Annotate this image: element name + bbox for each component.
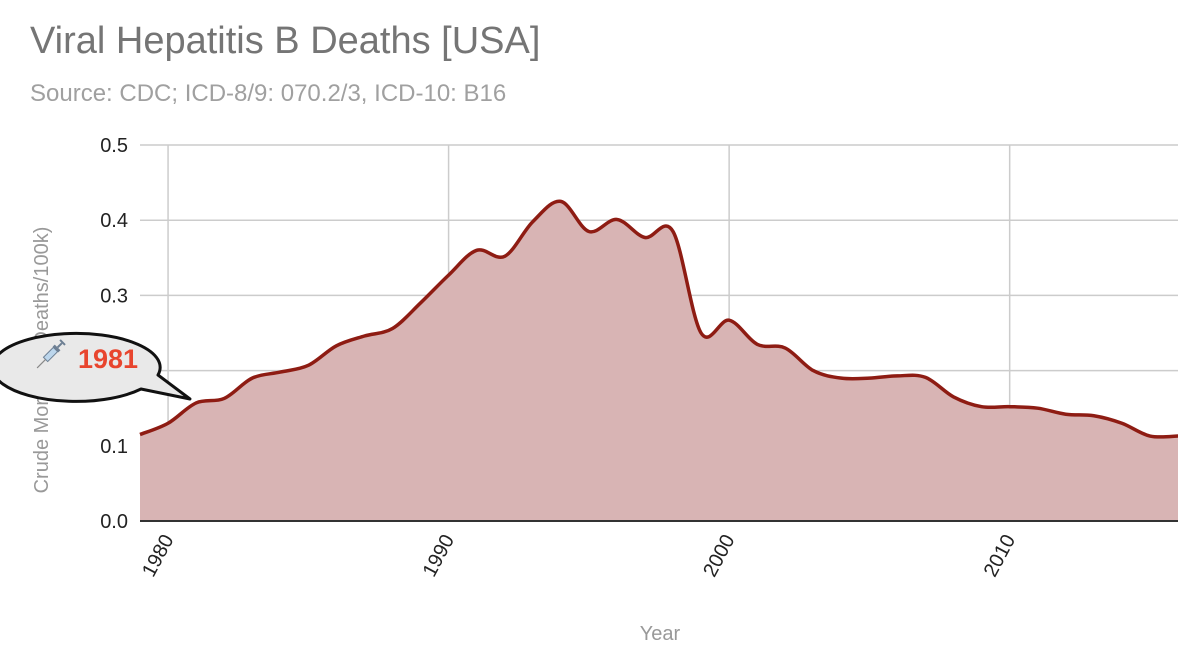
x-tick-label: 2010 — [980, 531, 1020, 581]
annotation-callout: 1981 — [0, 331, 192, 403]
series-line — [139, 199, 1179, 439]
chart-subtitle: Source: CDC; ICD-8/9: 070.2/3, ICD-10: B… — [30, 80, 507, 107]
area-fill — [140, 201, 1178, 521]
callout-bubble — [0, 331, 192, 403]
y-tick-label: 0.3 — [100, 285, 128, 307]
callout-year: 1981 — [78, 344, 138, 374]
x-tick-label: 1980 — [138, 531, 178, 581]
x-tick-label: 2000 — [699, 531, 739, 581]
y-tick-label: 0.5 — [100, 135, 128, 157]
syringe-icon — [36, 339, 66, 369]
chart-title: Viral Hepatitis B Deaths [USA] — [30, 20, 541, 62]
y-tick-label: 0.4 — [100, 210, 128, 232]
y-tick-label: 0.1 — [100, 436, 128, 458]
y-tick-label: 0.0 — [100, 511, 128, 533]
x-axis-label: Year — [640, 623, 681, 645]
x-tick-label: 1990 — [419, 531, 459, 581]
x-tick-labels: 1980 1990 2000 2010 — [138, 531, 1020, 581]
